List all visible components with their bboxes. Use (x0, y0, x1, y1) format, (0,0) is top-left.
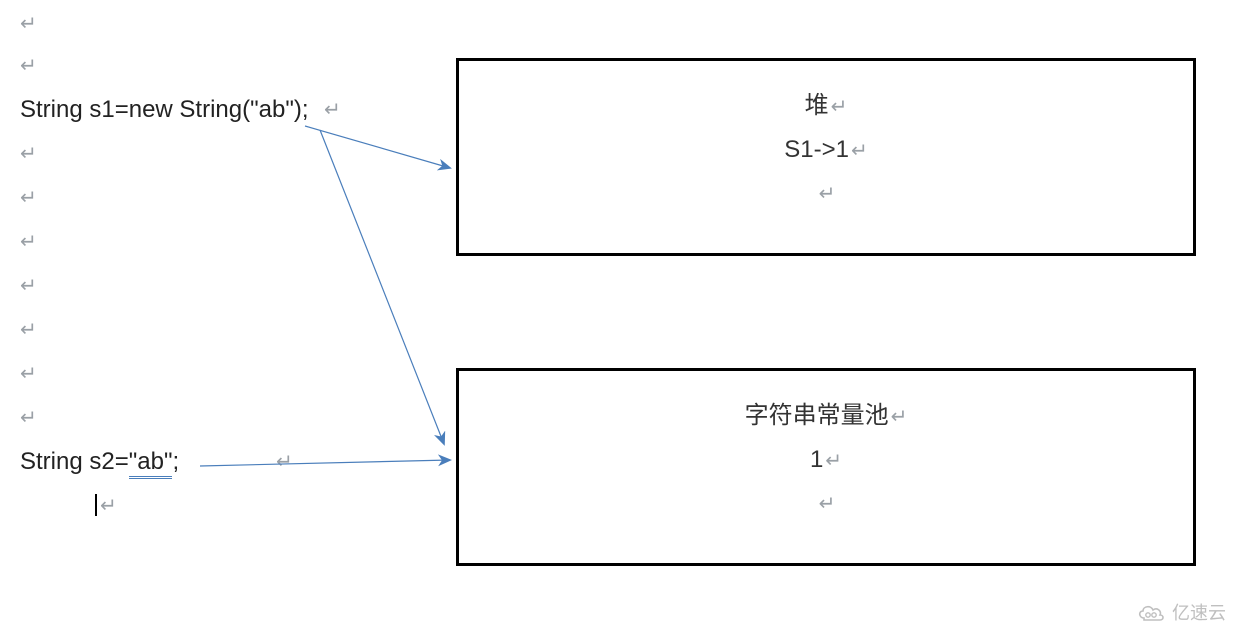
cloud-icon (1136, 602, 1166, 622)
paragraph-mark: ↵ (20, 320, 37, 340)
heap-content: S1->1↵ (459, 133, 1193, 167)
arrow-s1-to-heap (305, 126, 450, 168)
paragraph-mark: ↵ (20, 408, 37, 428)
paragraph-mark: ↵ (20, 144, 37, 164)
heap-empty-line: ↵ (459, 176, 1193, 210)
code-s2-suffix: ; (172, 448, 179, 475)
text-cursor (95, 494, 97, 516)
watermark: 亿速云 (1136, 599, 1226, 625)
string-pool-box: 字符串常量池↵ 1↵ ↵ (456, 368, 1196, 566)
diagram-canvas: ↵ ↵ ↵ ↵ ↵ ↵ ↵ ↵ ↵ ↵ ↵ ↵ String s1=new St… (0, 0, 1240, 633)
paragraph-mark: ↵ (276, 452, 293, 472)
paragraph-mark: ↵ (20, 232, 37, 252)
heap-box: 堆↵ S1->1↵ ↵ (456, 58, 1196, 256)
paragraph-mark: ↵ (324, 100, 341, 120)
code-line-s1: String s1=new String("ab"); (20, 96, 309, 124)
pool-title: 字符串常量池↵ (459, 399, 1193, 433)
paragraph-mark: ↵ (100, 496, 117, 516)
pool-content: 1↵ (459, 443, 1193, 477)
paragraph-mark: ↵ (20, 188, 37, 208)
paragraph-mark: ↵ (20, 14, 37, 34)
code-s2-literal: "ab" (129, 448, 173, 479)
arrow-s1-to-pool (320, 130, 444, 444)
paragraph-mark: ↵ (20, 276, 37, 296)
arrow-s2-to-pool (200, 460, 450, 466)
code-line-s2: String s2="ab"; (20, 448, 179, 476)
code-s2-prefix: String s2= (20, 448, 129, 475)
pool-empty-line: ↵ (459, 486, 1193, 520)
heap-title: 堆↵ (459, 89, 1193, 123)
paragraph-mark: ↵ (20, 364, 37, 384)
watermark-text: 亿速云 (1172, 599, 1226, 625)
paragraph-mark: ↵ (20, 56, 37, 76)
